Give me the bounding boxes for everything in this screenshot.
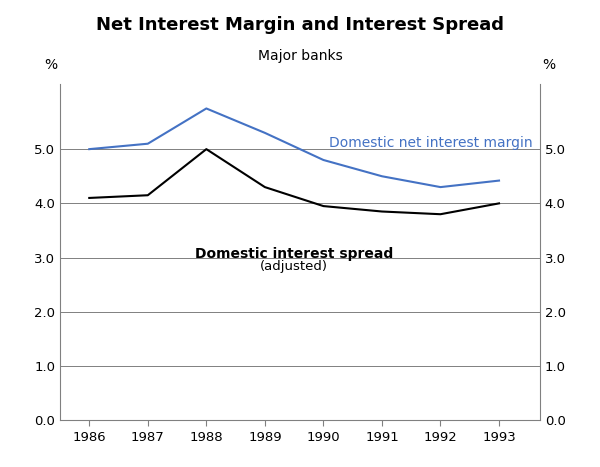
Text: Domestic net interest margin: Domestic net interest margin [329,135,533,149]
Text: Major banks: Major banks [257,49,343,63]
Text: (adjusted): (adjusted) [260,260,328,273]
Text: Domestic interest spread: Domestic interest spread [195,247,393,261]
Text: %: % [44,58,58,72]
Text: %: % [542,58,556,72]
Text: Net Interest Margin and Interest Spread: Net Interest Margin and Interest Spread [96,16,504,35]
